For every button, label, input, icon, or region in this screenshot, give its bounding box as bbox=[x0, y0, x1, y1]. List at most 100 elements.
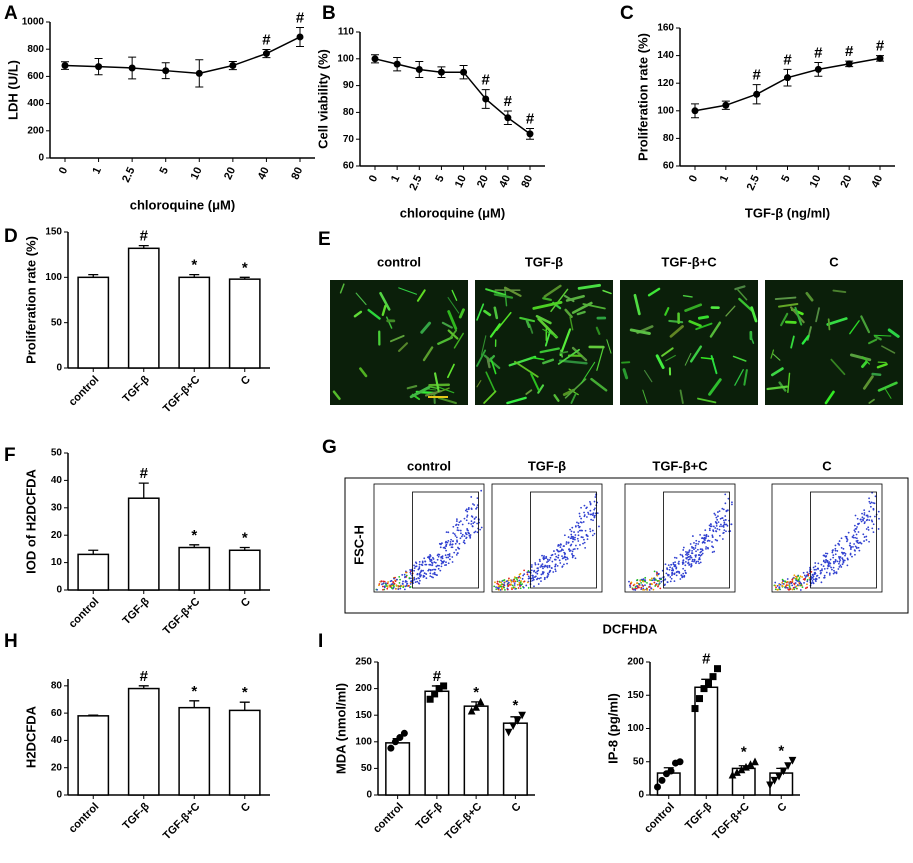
event bbox=[565, 543, 568, 545]
image-label: C bbox=[829, 254, 839, 269]
cell bbox=[532, 300, 563, 310]
event bbox=[536, 572, 539, 575]
cell bbox=[437, 396, 457, 405]
event bbox=[465, 536, 468, 539]
event bbox=[790, 582, 793, 585]
significance-mark: # bbox=[262, 31, 271, 48]
event bbox=[576, 547, 579, 550]
event bbox=[812, 582, 815, 585]
event bbox=[463, 539, 466, 542]
event bbox=[841, 551, 844, 554]
cell bbox=[860, 315, 871, 334]
cell bbox=[790, 335, 795, 349]
event bbox=[554, 563, 557, 566]
event bbox=[823, 567, 826, 570]
event bbox=[456, 540, 458, 543]
cell bbox=[433, 372, 440, 393]
event bbox=[577, 534, 580, 537]
event bbox=[822, 560, 825, 563]
cell bbox=[519, 316, 536, 323]
event bbox=[409, 573, 412, 575]
event bbox=[383, 580, 386, 583]
event bbox=[589, 528, 591, 530]
event bbox=[718, 528, 721, 531]
bar bbox=[463, 705, 489, 796]
event bbox=[679, 578, 682, 580]
event bbox=[818, 576, 821, 579]
event bbox=[730, 523, 733, 526]
event bbox=[685, 557, 688, 559]
event bbox=[868, 510, 871, 513]
event bbox=[718, 510, 721, 513]
event bbox=[507, 581, 510, 584]
event bbox=[396, 578, 398, 581]
event bbox=[438, 542, 441, 545]
event bbox=[547, 560, 550, 562]
event bbox=[834, 553, 837, 556]
event bbox=[424, 560, 427, 563]
event bbox=[714, 514, 717, 516]
event bbox=[527, 587, 530, 589]
event bbox=[394, 580, 397, 583]
event bbox=[517, 583, 519, 586]
event bbox=[829, 562, 832, 565]
event bbox=[854, 530, 857, 533]
cell bbox=[780, 312, 789, 327]
event bbox=[691, 560, 694, 563]
event bbox=[838, 557, 841, 560]
event bbox=[715, 522, 718, 525]
event bbox=[501, 587, 503, 590]
event bbox=[546, 561, 548, 564]
cell bbox=[643, 369, 653, 383]
event bbox=[870, 519, 873, 522]
event bbox=[697, 543, 700, 545]
event bbox=[792, 586, 795, 589]
event bbox=[852, 534, 855, 537]
event bbox=[580, 536, 583, 538]
event bbox=[495, 588, 498, 591]
event bbox=[815, 575, 818, 577]
event bbox=[521, 583, 523, 585]
cell bbox=[596, 347, 604, 371]
event bbox=[532, 577, 534, 580]
flow-label: control bbox=[407, 458, 451, 473]
event bbox=[563, 555, 566, 558]
event bbox=[554, 565, 557, 568]
cell bbox=[553, 394, 560, 402]
event bbox=[866, 518, 869, 521]
event bbox=[574, 544, 577, 547]
y-tick-label: 20 bbox=[51, 762, 63, 773]
event bbox=[551, 560, 554, 563]
event bbox=[793, 577, 796, 580]
data-point bbox=[476, 697, 485, 706]
event bbox=[703, 541, 706, 544]
data-point bbox=[691, 705, 699, 713]
event bbox=[573, 548, 576, 550]
cell bbox=[530, 356, 545, 361]
event bbox=[556, 564, 559, 567]
event bbox=[533, 570, 535, 573]
event bbox=[872, 502, 875, 504]
event bbox=[689, 543, 692, 545]
x-tick-label: C bbox=[239, 596, 253, 610]
cell bbox=[409, 386, 431, 399]
event bbox=[413, 569, 415, 572]
cell bbox=[849, 320, 860, 335]
event bbox=[398, 575, 401, 578]
y-tick-label: 80 bbox=[51, 680, 63, 691]
event bbox=[821, 568, 823, 570]
event bbox=[582, 521, 585, 523]
cell bbox=[525, 389, 533, 395]
event bbox=[673, 580, 676, 583]
y-tick-label: 100 bbox=[657, 105, 674, 116]
event bbox=[781, 581, 784, 584]
event bbox=[666, 567, 668, 570]
cell bbox=[679, 389, 684, 404]
event bbox=[461, 533, 464, 536]
event bbox=[687, 553, 690, 556]
y-tick-label: 50 bbox=[51, 317, 63, 328]
event bbox=[574, 557, 577, 560]
event bbox=[688, 549, 691, 552]
cell bbox=[537, 317, 558, 339]
event bbox=[673, 556, 676, 559]
